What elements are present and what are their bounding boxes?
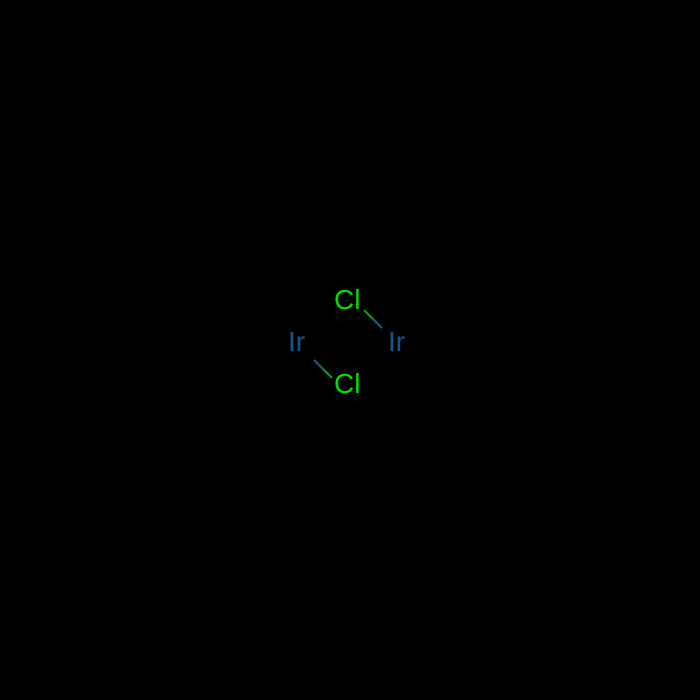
molecule-diagram: Cl Cl Ir Ir (0, 0, 700, 700)
atom-cl-bottom: Cl (334, 368, 360, 400)
bond-top-right-half (373, 319, 382, 328)
atom-cl-top: Cl (334, 284, 360, 316)
atom-ir-right: Ir (388, 326, 405, 358)
atom-ir-left: Ir (288, 326, 305, 358)
bond-bottom-left-half (314, 360, 323, 369)
bond-svg (0, 0, 700, 700)
